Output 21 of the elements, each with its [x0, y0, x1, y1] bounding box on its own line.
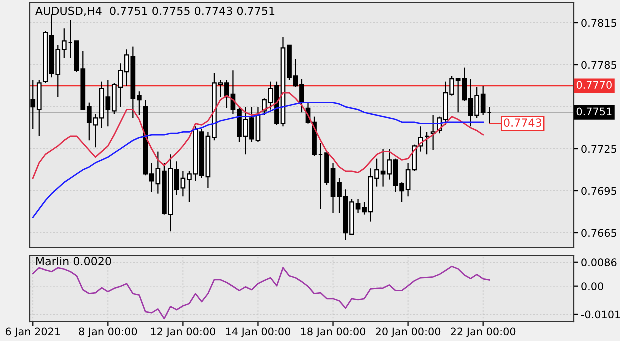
x-tick-label: 14 Jan 00:00	[226, 328, 291, 338]
x-tick-label: 8 Jan 00:00	[79, 328, 138, 338]
ref-line-label: 0.7751	[576, 108, 612, 116]
chart-title: Marlin 0.0020	[36, 256, 112, 266]
y-tick-label: 0.7815	[582, 19, 616, 28]
y-tick-label: 0.0086	[582, 258, 617, 267]
y-tick-label: 0.7665	[582, 229, 616, 238]
x-tick-label: 18 Jan 00:00	[301, 328, 366, 338]
y-tick-label: 0.7725	[582, 145, 616, 154]
x-tick-label: 22 Jan 00:00	[451, 328, 516, 338]
y-tick-label: 0.7695	[582, 187, 616, 196]
line-series	[32, 266, 490, 320]
ref-line-label: 0.7770	[576, 81, 612, 90]
y-tick-label: 0.00	[582, 282, 604, 290]
x-tick-label: 6 Jan 2021	[6, 328, 60, 338]
y-tick-label: -0.0101	[581, 310, 620, 319]
text: 0.7743	[504, 118, 542, 128]
y-tick-label: 0.7785	[582, 61, 616, 70]
x-tick-label: 20 Jan 00:00	[376, 328, 441, 338]
x-tick-label: 12 Jan 00:00	[151, 328, 216, 338]
chart-title: AUDUSD,H4 0.7751 0.7755 0.7743 0.7751	[36, 6, 275, 16]
